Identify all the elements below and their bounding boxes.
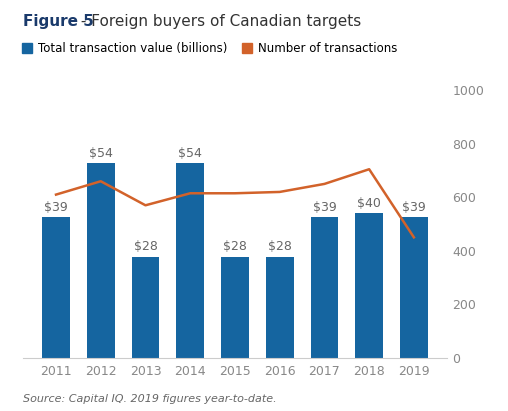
Bar bbox=[221, 256, 249, 358]
Bar bbox=[355, 213, 383, 358]
Bar bbox=[266, 256, 294, 358]
Text: - Foreign buyers of Canadian targets: - Foreign buyers of Canadian targets bbox=[76, 14, 362, 29]
Text: $39: $39 bbox=[312, 201, 336, 214]
Bar bbox=[42, 217, 70, 358]
Bar bbox=[87, 163, 115, 358]
Text: $28: $28 bbox=[268, 240, 292, 253]
Bar bbox=[310, 217, 338, 358]
Text: Figure 5: Figure 5 bbox=[23, 14, 94, 29]
Text: $39: $39 bbox=[44, 201, 68, 214]
Bar bbox=[176, 163, 204, 358]
Text: $28: $28 bbox=[134, 240, 157, 253]
Text: Source: Capital IQ. 2019 figures year-to-date.: Source: Capital IQ. 2019 figures year-to… bbox=[23, 394, 276, 404]
Text: $39: $39 bbox=[402, 201, 426, 214]
Text: $54: $54 bbox=[178, 147, 202, 159]
Bar bbox=[400, 217, 428, 358]
Text: $28: $28 bbox=[223, 240, 247, 253]
Bar bbox=[132, 256, 160, 358]
Text: $40: $40 bbox=[357, 197, 381, 210]
Text: $54: $54 bbox=[89, 147, 113, 159]
Legend: Total transaction value (billions), Number of transactions: Total transaction value (billions), Numb… bbox=[17, 37, 402, 60]
